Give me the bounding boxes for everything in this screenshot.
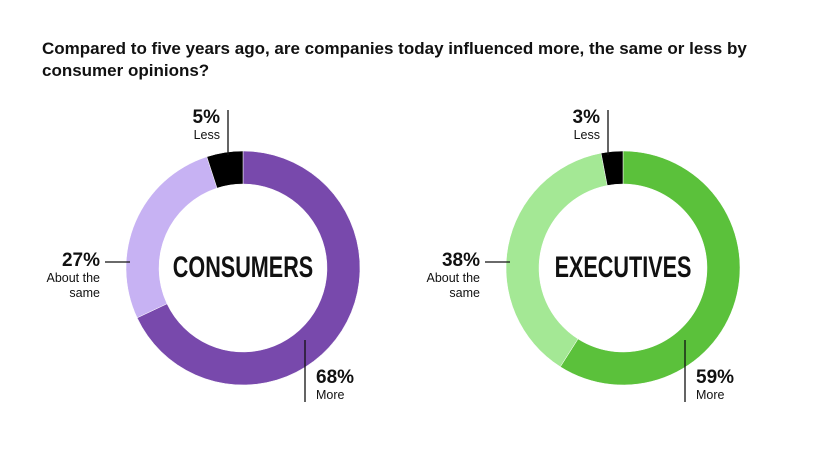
center-label: EXECUTIVES — [554, 251, 692, 284]
category-label: About the same — [426, 271, 480, 300]
category-label: About the same — [46, 271, 100, 300]
category-label: Less — [193, 128, 220, 142]
value-label: 59% — [696, 367, 735, 388]
donut-segment — [206, 150, 244, 189]
value-label: 5% — [192, 107, 220, 128]
slice-label: 59% More — [696, 368, 734, 403]
chart-title: Compared to five years ago, are companie… — [42, 39, 747, 80]
value-label: 3% — [572, 107, 600, 128]
slice-label: 68% More — [316, 368, 354, 403]
value-label: 27% — [61, 250, 100, 271]
donut-segment — [125, 156, 218, 319]
slice-label: 27% About the same — [20, 251, 100, 301]
category-label: More — [316, 388, 345, 402]
category-label: More — [696, 388, 725, 402]
donut-segment — [559, 150, 741, 386]
slice-label: 5% Less — [160, 108, 220, 143]
value-label: 38% — [441, 250, 480, 271]
slice-label: 38% About the same — [400, 251, 480, 301]
donut-segment — [136, 150, 361, 386]
donut-segment — [505, 152, 608, 368]
center-label: CONSUMERS — [172, 251, 314, 284]
value-label: 68% — [316, 367, 355, 388]
category-label: Less — [573, 128, 600, 142]
slice-label: 3% Less — [540, 108, 600, 143]
